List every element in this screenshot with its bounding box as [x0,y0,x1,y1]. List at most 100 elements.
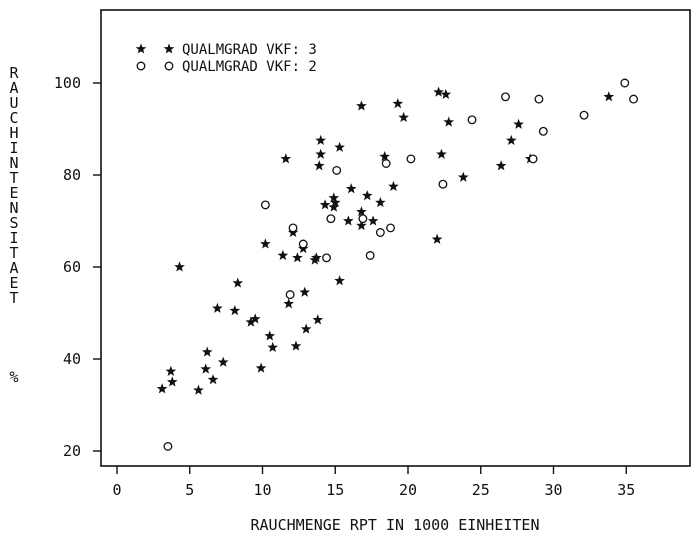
data-point-star [201,346,213,357]
y-axis-title-char: E [9,274,18,292]
data-point-star [431,233,443,244]
data-point-star [229,305,241,316]
data-point-circle [620,78,630,88]
data-point-circle [438,179,448,189]
data-point-circle [260,200,270,210]
data-point-circle [528,154,538,164]
y-axis-title-char: A [9,79,18,97]
y-tick-label: 60 [63,258,81,276]
legend-marker [164,61,174,71]
data-point-star [311,252,322,263]
data-point-circle [534,94,544,104]
data-point-star [436,148,447,159]
y-axis-title-char: A [9,259,18,277]
legend-star-marker [135,43,175,54]
data-point-circle [579,110,589,120]
data-point-circle [322,253,331,263]
y-axis-title-char: N [9,154,18,172]
x-tick-label: 15 [326,481,344,499]
y-axis-title-char: R [9,64,19,82]
data-point-star [174,261,185,272]
data-point-star [440,88,452,100]
data-point-star [267,341,279,353]
x-tick-label: 0 [112,481,121,499]
data-point-star [315,134,327,146]
y-axis: 20 40 60 80 100 [54,74,101,460]
y-axis-unit: % [9,368,18,386]
data-point-star [392,98,404,109]
legend-circle-marker [136,61,174,71]
data-point-star [249,313,261,324]
legend-marker [135,43,147,54]
x-axis: 0 5 10 15 20 25 30 35 [112,466,635,499]
y-axis-title-char: N [9,199,18,217]
data-point-star [367,215,379,226]
y-tick-label: 80 [63,166,81,184]
data-point-star [300,323,312,334]
y-axis-title-char: H [9,124,18,142]
data-point-star [329,197,341,208]
data-point-circle [406,154,416,164]
x-tick-label: 5 [185,481,194,499]
data-points [156,78,638,451]
data-point-star [166,376,178,387]
y-tick-label: 100 [54,74,81,92]
data-point-circle [386,223,395,233]
data-point-star [398,111,409,123]
data-point-star [343,215,354,226]
data-point-star [283,298,295,309]
y-axis-title-char: I [9,139,18,157]
x-axis-title: RAUCHMENGE RPT IN 1000 EINHEITEN [251,516,540,534]
data-point-star [433,86,444,97]
y-axis-title-char: T [9,169,18,187]
data-point-star [313,160,325,171]
data-point-star [388,180,399,192]
y-axis-title-char: T [9,244,18,262]
y-axis-title-char: C [9,109,18,127]
data-point-star [299,286,311,297]
data-point-star [457,171,469,182]
data-point-star [495,160,507,171]
data-point-star [193,384,204,395]
data-point-star [345,183,357,194]
data-point-star [513,118,524,129]
data-point-star [156,383,168,394]
data-point-star [328,201,340,212]
data-point-star [505,134,517,146]
data-point-circle [381,159,391,168]
data-point-star [356,206,367,217]
y-axis-title-char: S [9,214,18,232]
data-point-star [200,363,212,374]
x-tick-label: 10 [253,481,271,499]
data-point-circle [629,94,638,104]
data-point-star [255,362,267,373]
data-point-star [245,316,257,327]
y-tick-label: 40 [63,350,81,368]
data-point-star [361,190,373,201]
data-point-circle [375,228,385,237]
data-point-circle [501,92,510,102]
data-point-circle [326,214,336,224]
data-point-star [312,314,324,325]
legend-marker [136,61,146,71]
data-point-star [375,197,386,208]
data-point-star [232,277,244,288]
data-point-circle [365,251,375,260]
data-point-star [260,238,271,249]
data-point-circle [538,126,548,136]
x-tick-label: 25 [472,481,490,499]
data-point-star [334,141,345,152]
data-point-circle [163,441,173,451]
y-axis-title-char: E [9,184,18,202]
y-tick-label: 20 [63,442,81,460]
data-point-star [603,91,615,102]
data-point-star [165,365,177,376]
legend-label-series-2: QUALMGRAD VKF: 2 [182,59,317,75]
data-point-circle [332,165,342,175]
data-point-star [290,340,302,351]
data-point-star [280,153,292,164]
data-point-star [315,148,327,159]
x-tick-label: 30 [544,481,562,499]
y-axis-title-char: I [9,229,18,247]
